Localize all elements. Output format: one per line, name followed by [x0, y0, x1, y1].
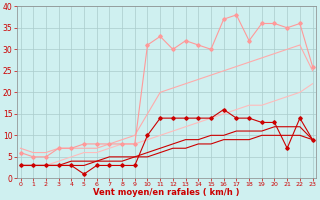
X-axis label: Vent moyen/en rafales ( km/h ): Vent moyen/en rafales ( km/h ): [93, 188, 240, 197]
